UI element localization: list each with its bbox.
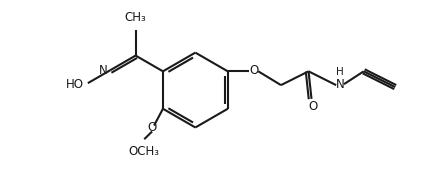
Text: CH₃: CH₃ bbox=[125, 11, 147, 24]
Text: N: N bbox=[99, 64, 108, 77]
Text: OCH₃: OCH₃ bbox=[129, 145, 160, 158]
Text: N: N bbox=[336, 78, 344, 91]
Text: O: O bbox=[148, 121, 157, 134]
Text: HO: HO bbox=[66, 78, 84, 91]
Text: O: O bbox=[309, 100, 318, 113]
Text: O: O bbox=[250, 64, 259, 77]
Text: H: H bbox=[336, 67, 344, 77]
